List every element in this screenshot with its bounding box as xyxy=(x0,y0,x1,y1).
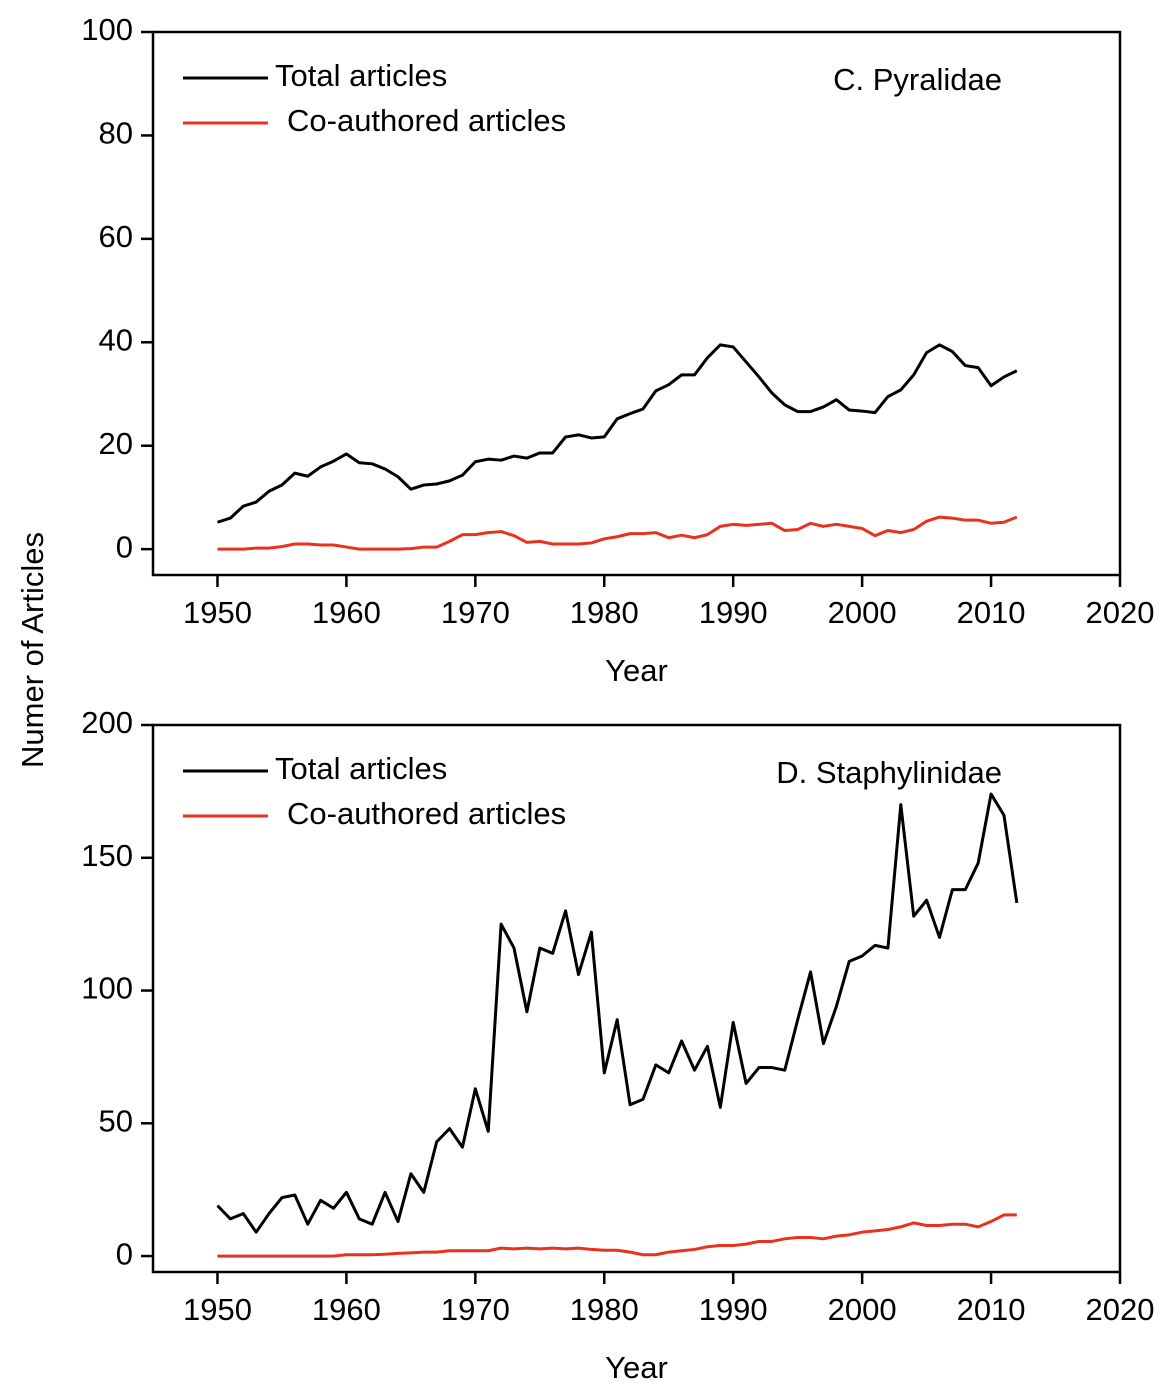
x-tick-label: 2000 xyxy=(828,595,897,630)
x-tick-label: 1970 xyxy=(441,1292,510,1327)
x-tick-label: 1950 xyxy=(183,1292,252,1327)
annotation: D. Staphylinidae xyxy=(776,755,1002,790)
y-tick-label: 60 xyxy=(99,219,133,254)
x-tick-label: 1990 xyxy=(699,1292,768,1327)
legend-label: Co-authored articles xyxy=(287,796,566,831)
y-tick-label: 100 xyxy=(81,12,133,47)
y-tick-label: 0 xyxy=(116,1236,133,1271)
plot-frame xyxy=(151,30,1122,577)
y-tick-label: 100 xyxy=(81,971,133,1006)
legend-label: Total articles xyxy=(275,58,447,93)
y-tick-label: 20 xyxy=(99,426,133,461)
x-tick-label: 1990 xyxy=(699,595,768,630)
legend-label: Co-authored articles xyxy=(287,103,566,138)
y-tick-label: 80 xyxy=(99,116,133,151)
x-tick-label: 2000 xyxy=(828,1292,897,1327)
x-tick-label: 1950 xyxy=(183,595,252,630)
x-tick-label: 2010 xyxy=(957,1292,1026,1327)
x-axis-label: Year xyxy=(605,1350,668,1383)
x-tick-label: 2020 xyxy=(1086,595,1155,630)
x-tick-label: 2020 xyxy=(1086,1292,1155,1327)
y-tick-label: 0 xyxy=(116,529,133,564)
y-tick-label: 50 xyxy=(99,1103,133,1138)
y-tick-label: 40 xyxy=(99,322,133,357)
data-line xyxy=(217,515,1018,551)
x-tick-label: 1980 xyxy=(570,595,639,630)
annotation: C. Pyralidae xyxy=(833,62,1002,97)
plot-frame xyxy=(151,723,1122,1274)
x-tick-label: 2010 xyxy=(957,595,1026,630)
x-tick-label: 1980 xyxy=(570,1292,639,1327)
y-axis-label: Numer of Articles xyxy=(15,532,50,768)
data-line xyxy=(217,343,1018,524)
data-line xyxy=(217,1213,1017,1258)
x-tick-label: 1960 xyxy=(312,1292,381,1327)
data-line xyxy=(216,792,1019,1234)
x-tick-label: 1960 xyxy=(312,595,381,630)
x-tick-label: 1970 xyxy=(441,595,510,630)
y-tick-label: 150 xyxy=(81,838,133,873)
legend-label: Total articles xyxy=(275,751,447,786)
y-tick-label: 200 xyxy=(81,705,133,740)
x-axis-label: Year xyxy=(605,653,668,688)
